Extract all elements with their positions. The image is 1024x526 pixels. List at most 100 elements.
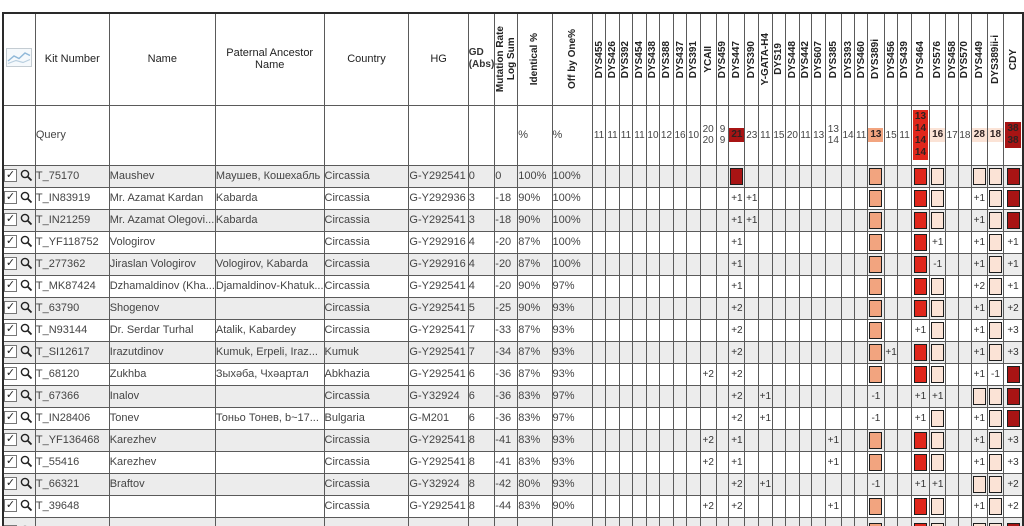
column-header-CDY[interactable]: CDY: [1003, 12, 1024, 106]
magnifier-icon[interactable]: [20, 389, 33, 402]
marker-cell-DYS570: [958, 230, 972, 254]
cell-country: Kumuk: [323, 340, 410, 364]
column-header-DYS392[interactable]: DYS392: [618, 12, 634, 106]
magnifier-icon[interactable]: [20, 345, 33, 358]
marker-cell-DYS19: [771, 340, 787, 364]
marker-cell-DYS459: [715, 340, 730, 364]
column-header-DYS455[interactable]: DYS455: [591, 12, 607, 106]
marker-cell-DYS439: [897, 296, 912, 320]
match-box-DYS576: [931, 189, 945, 207]
column-header-DYS385[interactable]: DYS385: [824, 12, 842, 106]
column-header-DYS449[interactable]: DYS449: [970, 12, 988, 106]
magnifier-icon[interactable]: [20, 477, 33, 490]
magnifier-icon[interactable]: [20, 367, 33, 380]
marker-cell-DYS447: +1: [728, 274, 746, 298]
row-checkbox[interactable]: ✓: [4, 279, 17, 293]
marker-cell-DYS392: [618, 252, 634, 276]
column-header-DYS439[interactable]: DYS439: [897, 12, 912, 106]
row-checkbox[interactable]: ✓: [4, 191, 17, 205]
header-row: Kit Number Name Paternal Ancestor Name Coun…: [2, 12, 1024, 106]
column-header-DYS570[interactable]: DYS570: [958, 12, 972, 106]
row-checkbox[interactable]: ✓: [4, 235, 17, 249]
row-checkbox[interactable]: ✓: [4, 433, 17, 447]
column-header-DYS19[interactable]: DYS19: [771, 12, 787, 106]
marker-cell-DYS448: [785, 516, 800, 526]
marker-cell-DYS393: [840, 516, 856, 526]
column-header-DYS389ii-i[interactable]: DYS389ii-i: [986, 12, 1005, 106]
column-header-DYS390[interactable]: DYS390: [744, 12, 760, 106]
cell-identical: 87%: [517, 340, 553, 364]
marker-cell-DYS442: [798, 472, 813, 496]
column-header-DYS456[interactable]: DYS456: [883, 12, 899, 106]
row-checkbox[interactable]: ✓: [4, 389, 17, 403]
column-header-label-YCAII: YCAII: [702, 45, 714, 73]
column-header-Y-GATA-H4[interactable]: Y-GATA-H4: [758, 12, 773, 106]
marker-cell-DYS458: [945, 252, 960, 276]
cell-country: Circassia: [323, 186, 410, 210]
column-header-country[interactable]: Country: [323, 12, 410, 106]
column-header-DYS442[interactable]: DYS442: [798, 12, 813, 106]
row-checkbox[interactable]: ✓: [4, 411, 17, 425]
magnifier-icon[interactable]: [20, 235, 33, 248]
magnifier-icon[interactable]: [20, 411, 33, 424]
query-marker-DYS447: 21: [728, 104, 746, 166]
magnifier-icon[interactable]: [20, 191, 33, 204]
magnifier-icon[interactable]: [20, 169, 33, 182]
magnifier-icon[interactable]: [20, 323, 33, 336]
column-header-DYS388[interactable]: DYS388: [659, 12, 674, 106]
column-header-DYS576[interactable]: DYS576: [929, 12, 947, 106]
magnifier-icon[interactable]: [20, 301, 33, 314]
row-checkbox[interactable]: ✓: [4, 257, 17, 271]
row-select-cell: ✓: [2, 428, 36, 452]
cell-country: Circassia: [323, 296, 410, 320]
column-header-DYS454[interactable]: DYS454: [632, 12, 647, 106]
column-header-DYS426[interactable]: DYS426: [605, 12, 620, 106]
row-checkbox[interactable]: ✓: [4, 455, 17, 469]
row-checkbox[interactable]: ✓: [4, 345, 17, 359]
column-header-DYS391[interactable]: DYS391: [686, 12, 701, 106]
magnifier-icon[interactable]: [20, 279, 33, 292]
column-header-DYS460[interactable]: DYS460: [854, 12, 869, 106]
column-header-offbyone[interactable]: Off by One%: [551, 12, 593, 106]
magnifier-icon[interactable]: [20, 499, 33, 512]
column-header-DYS437[interactable]: DYS437: [672, 12, 688, 106]
column-header-DYS393[interactable]: DYS393: [840, 12, 856, 106]
row-checkbox[interactable]: ✓: [4, 499, 17, 513]
row-checkbox[interactable]: ✓: [4, 301, 17, 315]
marker-cell-DYS439: [897, 450, 912, 474]
marker-cell-DYS460: [854, 164, 869, 188]
column-header-logsum[interactable]: Mutation Rate Log Sum: [494, 12, 519, 106]
marker-cell-DYS464: +1: [910, 406, 931, 430]
marker-cell-DYS385: +1: [824, 494, 842, 518]
column-header-YCAII[interactable]: YCAII: [699, 12, 717, 106]
column-header-name[interactable]: Name: [108, 12, 216, 106]
magnifier-icon[interactable]: [20, 455, 33, 468]
column-header-DYS389i[interactable]: DYS389i: [867, 12, 885, 106]
column-header-hg[interactable]: HG: [408, 12, 469, 106]
row-checkbox[interactable]: ✓: [4, 367, 17, 381]
row-checkbox[interactable]: ✓: [4, 477, 17, 491]
column-header-DYS464[interactable]: DYS464: [910, 12, 931, 106]
magnifier-icon[interactable]: [20, 433, 33, 446]
magnifier-icon[interactable]: [20, 257, 33, 270]
marker-cell-DYS460: [854, 340, 869, 364]
column-header-DYS448[interactable]: DYS448: [785, 12, 800, 106]
column-header-paternal[interactable]: Paternal Ancestor Name: [214, 12, 325, 106]
marker-cell-DYS458: [945, 296, 960, 320]
column-header-DYS607[interactable]: DYS607: [811, 12, 826, 106]
marker-cell-DYS442: [798, 450, 813, 474]
row-checkbox[interactable]: ✓: [4, 169, 17, 183]
marker-cell-DYS456: [883, 472, 899, 496]
magnifier-icon[interactable]: [20, 213, 33, 226]
column-header-DYS438[interactable]: DYS438: [645, 12, 661, 106]
column-header-DYS459[interactable]: DYS459: [715, 12, 730, 106]
column-header-DYS447[interactable]: DYS447: [728, 12, 746, 106]
column-header-kit[interactable]: Kit Number: [34, 12, 110, 106]
column-header-gd[interactable]: GD (Abs): [467, 12, 496, 106]
marker-cell-DYS442: [798, 362, 813, 386]
row-checkbox[interactable]: ✓: [4, 213, 17, 227]
column-header-DYS458[interactable]: DYS458: [945, 12, 960, 106]
row-checkbox[interactable]: ✓: [4, 323, 17, 337]
cell-identical: 80%: [517, 472, 553, 496]
column-header-identical[interactable]: Identical %: [517, 12, 553, 106]
